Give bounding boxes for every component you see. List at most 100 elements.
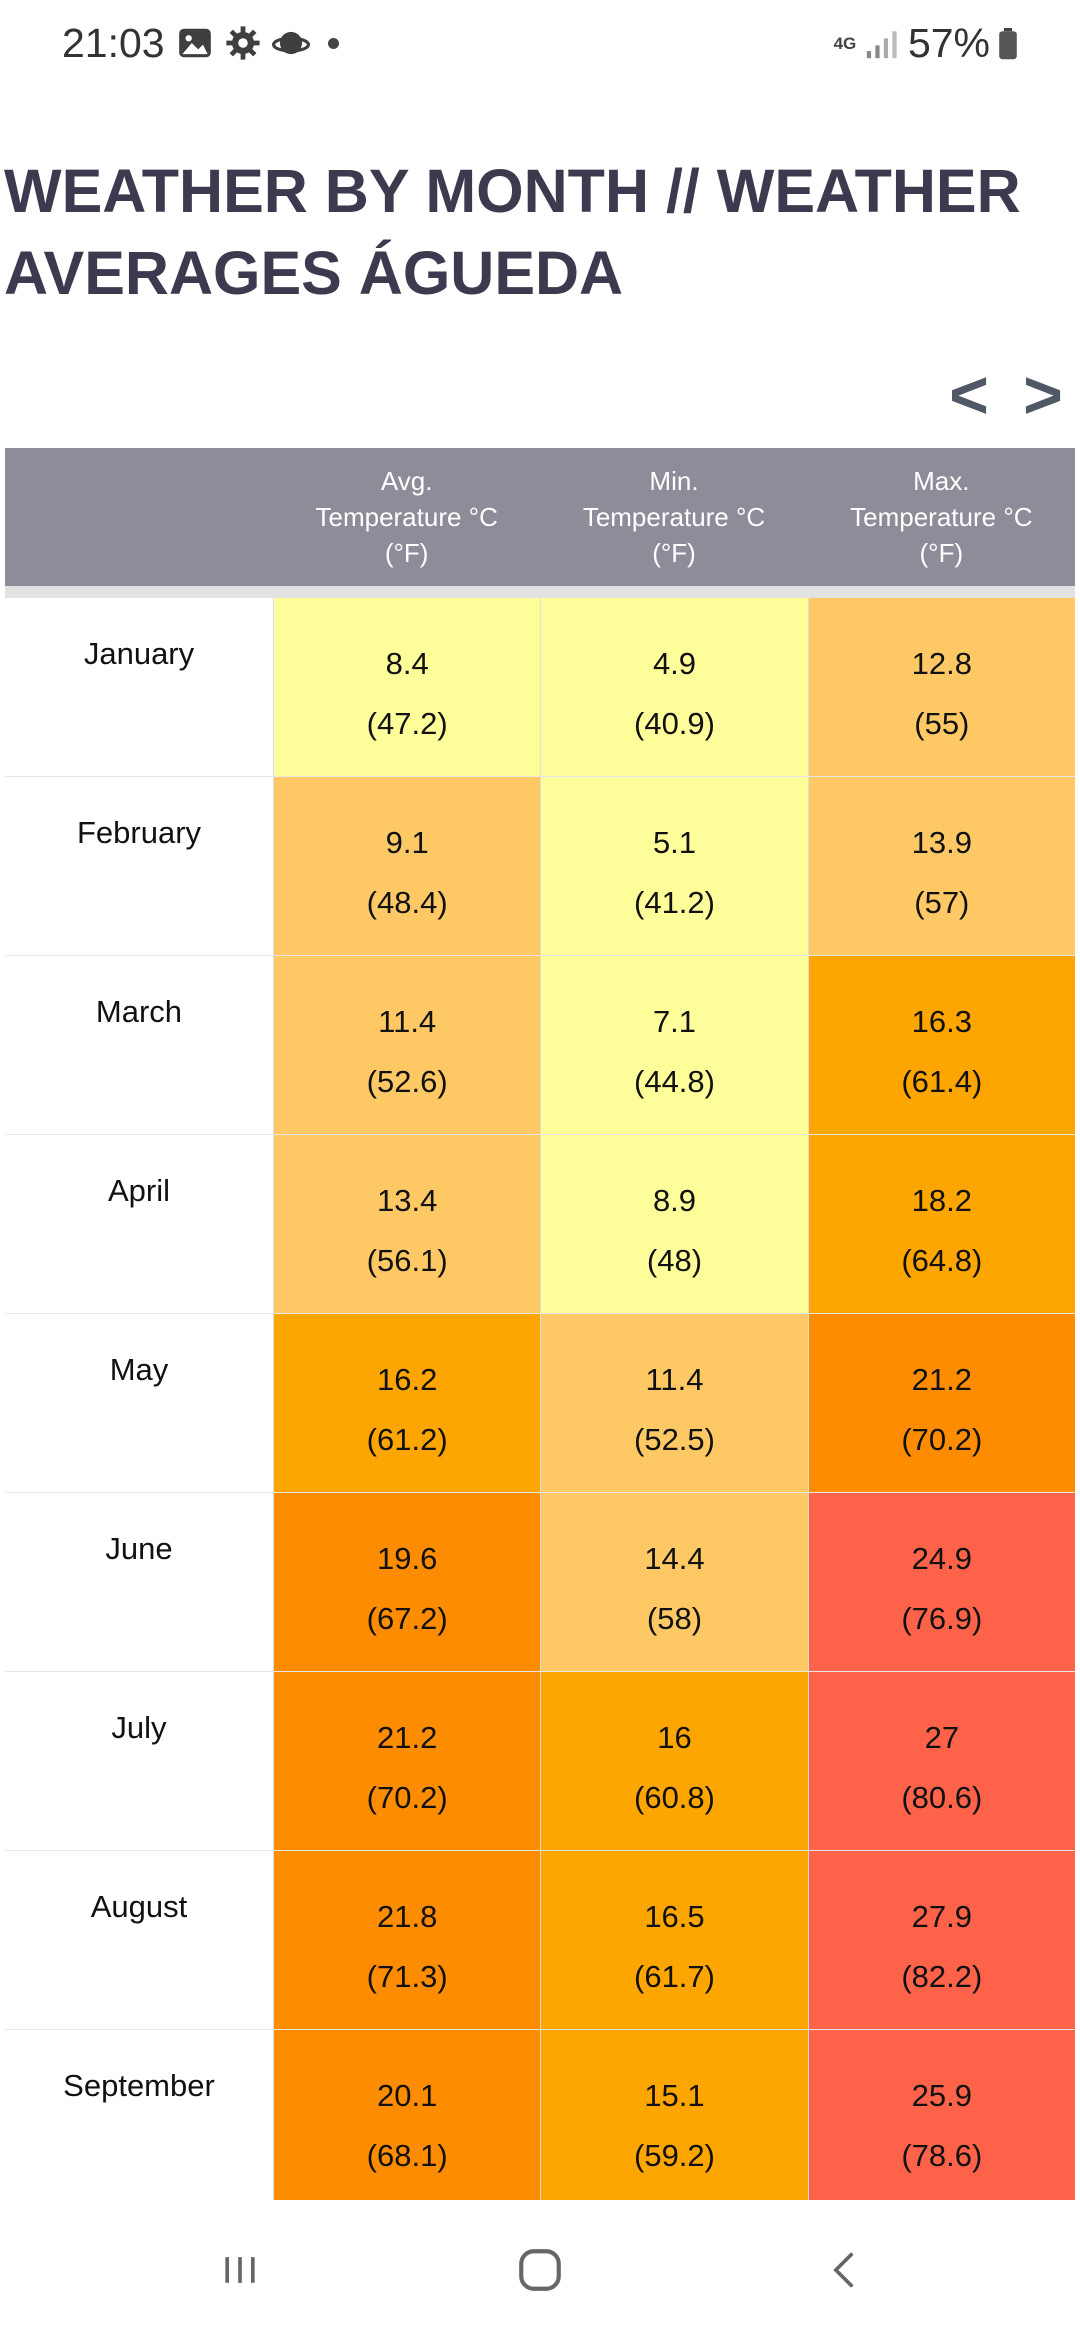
fahrenheit-value: (61.7) [634, 1959, 715, 1994]
celsius-value: 13.4 [376, 1183, 438, 1218]
status-bar: 21:03 4G [0, 0, 1080, 92]
table-row: September 20.1 (68.1) 15.1 (59.2) 25.9 (78.6) [5, 2030, 1075, 2209]
header-min-temp: Min. Temperature °C (°F) [582, 466, 766, 568]
max-temp-cell: 18.2 (64.8) [807, 1135, 1075, 1313]
fahrenheit-value: (61.4) [901, 1064, 983, 1099]
fahrenheit-value: (41.2) [634, 885, 715, 920]
max-temp-cell: 27.9 (82.2) [807, 1851, 1075, 2029]
table-header: Avg. Temperature °C (°F) Min. Temperatur… [5, 448, 1075, 586]
fahrenheit-value: (48.4) [366, 885, 448, 920]
avg-temp-cell: 19.6 (67.2) [273, 1493, 541, 1671]
weather-table: Avg. Temperature °C (°F) Min. Temperatur… [5, 448, 1075, 2209]
celsius-value: 21.2 [376, 1720, 438, 1755]
header-month [5, 448, 273, 586]
min-temp-cell: 14.4 (58) [540, 1493, 808, 1671]
celsius-value: 21.8 [376, 1899, 438, 1934]
fahrenheit-value: (48) [646, 1243, 703, 1278]
max-temp-cell: 27 (80.6) [807, 1672, 1075, 1850]
system-status: 4G 57% [832, 20, 1018, 67]
fahrenheit-value: (57) [914, 885, 970, 920]
more-notifications-dot [328, 37, 339, 49]
fahrenheit-value: (64.8) [901, 1243, 983, 1278]
table-row: January 8.4 (47.2) 4.9 (40.9) 12.8 (55) [5, 598, 1075, 777]
avg-temp-cell: 11.4 (52.6) [273, 956, 541, 1134]
recents-button[interactable] [200, 2240, 280, 2300]
battery-icon [999, 27, 1017, 59]
avg-temp-cell: 21.2 (70.2) [273, 1672, 541, 1850]
home-button[interactable] [500, 2240, 580, 2300]
table-row: August 21.8 (71.3) 16.5 (61.7) 27.9 (82.2) [5, 1851, 1075, 2030]
month-cell: February [5, 777, 273, 955]
planet-icon [272, 31, 310, 55]
celsius-value: 9.1 [385, 825, 429, 860]
table-row: June 19.6 (67.2) 14.4 (58) 24.9 (76.9) [5, 1493, 1075, 1672]
month-cell: May [5, 1314, 273, 1492]
celsius-value: 8.4 [385, 646, 429, 681]
celsius-value: 25.9 [911, 2078, 972, 2113]
recents-icon [225, 2257, 255, 2283]
celsius-value: 4.9 [652, 646, 697, 681]
month-cell: September [5, 2030, 273, 2208]
celsius-value: 15.1 [644, 2078, 705, 2113]
table-row: April 13.4 (56.1) 8.9 (48) 18.2 (64.8) [5, 1135, 1075, 1314]
month-cell: July [5, 1672, 273, 1850]
max-temp-cell: 25.9 (78.6) [807, 2030, 1075, 2208]
max-temp-cell: 16.3 (61.4) [807, 956, 1075, 1134]
celsius-value: 16.5 [644, 1899, 705, 1934]
table-body: January 8.4 (47.2) 4.9 (40.9) 12.8 (55) Februar… [5, 598, 1075, 2209]
fahrenheit-value: (52.5) [634, 1422, 715, 1457]
max-temp-cell: 13.9 (57) [807, 777, 1075, 955]
fahrenheit-value: (55) [914, 706, 970, 741]
signal-icon [866, 30, 897, 58]
status-time: 21:03 [62, 20, 165, 66]
header-divider [5, 586, 1075, 598]
avg-temp-cell: 9.1 (48.4) [273, 777, 541, 955]
fahrenheit-value: (70.2) [901, 1422, 983, 1457]
fahrenheit-value: (78.6) [901, 2138, 983, 2173]
celsius-value: 11.4 [645, 1362, 704, 1397]
celsius-value: 7.1 [652, 1004, 697, 1039]
celsius-value: 27 [924, 1720, 960, 1755]
notification-icons [176, 24, 339, 62]
table-pagination: < > [932, 360, 1080, 430]
header-avg-temp: Avg. Temperature °C (°F) [315, 466, 498, 568]
avg-temp-cell: 8.4 (47.2) [273, 598, 541, 776]
min-temp-cell: 16.5 (61.7) [540, 1851, 808, 2029]
home-icon [519, 2249, 561, 2291]
celsius-value: 14.4 [644, 1541, 705, 1576]
fahrenheit-value: (82.2) [901, 1959, 983, 1994]
fahrenheit-value: (59.2) [634, 2138, 715, 2173]
gallery-icon [179, 28, 211, 58]
fahrenheit-value: (80.6) [901, 1780, 983, 1815]
month-cell: January [5, 598, 273, 776]
celsius-value: 20.1 [376, 2078, 438, 2113]
celsius-value: 21.2 [911, 1362, 972, 1397]
celsius-value: 16.3 [911, 1004, 972, 1039]
celsius-value: 16.2 [376, 1362, 438, 1397]
fahrenheit-value: (67.2) [366, 1601, 448, 1636]
table-row: May 16.2 (61.2) 11.4 (52.5) 21.2 (70.2) [5, 1314, 1075, 1493]
avg-temp-cell: 13.4 (56.1) [273, 1135, 541, 1313]
back-button[interactable] [805, 2240, 885, 2300]
next-button[interactable]: > [1023, 357, 1063, 433]
prev-button[interactable]: < [949, 357, 989, 433]
header-max-temp: Max. Temperature °C (°F) [850, 466, 1033, 568]
fahrenheit-value: (70.2) [366, 1780, 448, 1815]
celsius-value: 13.9 [911, 825, 972, 860]
celsius-value: 8.9 [652, 1183, 697, 1218]
battery-percent: 57% [907, 20, 990, 66]
fahrenheit-value: (58) [646, 1601, 703, 1636]
month-cell: March [5, 956, 273, 1134]
table-row: July 21.2 (70.2) 16 (60.8) 27 (80.6) [5, 1672, 1075, 1851]
fahrenheit-value: (61.2) [366, 1422, 448, 1457]
min-temp-cell: 4.9 (40.9) [540, 598, 808, 776]
avg-temp-cell: 16.2 (61.2) [273, 1314, 541, 1492]
table-row: March 11.4 (52.6) 7.1 (44.8) 16.3 (61.4) [5, 956, 1075, 1135]
month-cell: June [5, 1493, 273, 1671]
avg-temp-cell: 21.8 (71.3) [273, 1851, 541, 2029]
celsius-value: 5.1 [652, 825, 697, 860]
celsius-value: 11.4 [378, 1004, 437, 1039]
min-temp-cell: 8.9 (48) [540, 1135, 808, 1313]
back-icon [833, 2252, 854, 2288]
page-title: WEATHER BY MONTH // WEATHER AVERAGES ÁGU… [4, 157, 1021, 307]
